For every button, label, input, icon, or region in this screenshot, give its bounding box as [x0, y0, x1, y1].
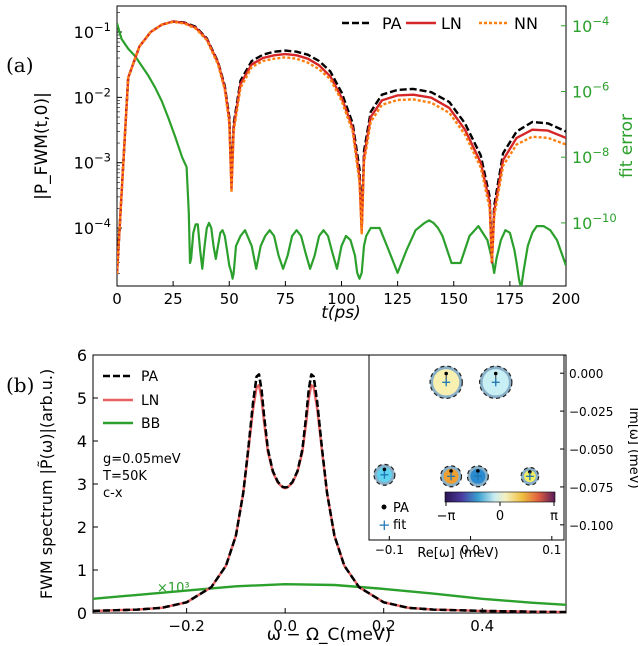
- panel-b-ytick-label: 5: [77, 389, 87, 408]
- panel-a-y2label: fit error: [617, 114, 637, 178]
- panel-a-y2tick-label: 10−6: [572, 79, 609, 101]
- panel-a-ytick-label: 10−1: [74, 20, 111, 42]
- inset-pole-outline: [479, 365, 513, 400]
- panel-b-ytick-label: 2: [77, 518, 87, 537]
- legend-b-bb-label: BB: [141, 416, 160, 432]
- colorbar-tick-label: −π: [437, 509, 456, 524]
- inset-ytick-label: 0.000: [569, 367, 603, 381]
- inset-pole-pa-marker: [449, 469, 453, 473]
- panel-a-xtick-label: 0: [112, 290, 122, 308]
- annotation-polarization: c-x: [103, 486, 123, 501]
- panel-b-xtick-label: 0.4: [470, 617, 494, 635]
- panel-a-ytick-label: 10−3: [74, 151, 111, 173]
- inset-legend-pa-label: PA: [393, 501, 409, 516]
- panel-a-series-pa: [117, 20, 566, 274]
- panel-a-xtick-label: 100: [327, 290, 356, 308]
- panel-a-xtick-label: 25: [164, 290, 183, 308]
- legend-pa-label: PA: [382, 14, 402, 33]
- panel-b: (b) −0.2 0.0 0.2 0.4 0 1 2 3 4 5 6 ω − Ω_C(meV) FW…: [6, 346, 638, 645]
- panel-a-legend: PA LN NN: [342, 14, 538, 33]
- panel-a-ytick-label: 10−4: [74, 216, 111, 238]
- panel-b-lines: [92, 373, 567, 614]
- panel-b-legend: PA LN BB: [103, 369, 160, 432]
- panel-a: (a) 0 25 50 75 100 125 150 175 200 10−4 10−3 10−2 10…: [6, 5, 637, 323]
- panel-a-y2tick-label: 10−8: [572, 145, 609, 167]
- panel-b-ytick-label: 3: [77, 475, 87, 494]
- inset-pole-outline: [373, 463, 396, 486]
- bb-scale-label: ×10³: [157, 581, 190, 596]
- inset-ytick-label: −0.100: [569, 519, 613, 533]
- annotation-temperature: T=50K: [102, 469, 147, 484]
- inset-xlabel: Re[ω] (meV): [417, 546, 498, 561]
- inset-legend-fit-marker: +: [378, 516, 391, 534]
- legend-b-ln-label: LN: [141, 393, 159, 409]
- inset-pole-outline: [466, 465, 489, 488]
- legend-ln-label: LN: [441, 14, 462, 33]
- inset-frame: [368, 354, 565, 541]
- panel-b-xtick-label: 0.0: [273, 617, 297, 635]
- inset-pole-pa-marker: [382, 467, 387, 472]
- inset-ylabel: Im[ω] (meV): [626, 407, 638, 488]
- inset-xtick-label: 0.0: [461, 543, 480, 557]
- inset-ytick-label: −0.025: [569, 405, 613, 419]
- inset-poles: [373, 365, 540, 488]
- panel-b-ytick-label: 4: [77, 432, 87, 451]
- inset-pole-pa-marker: [493, 371, 498, 376]
- panel-b-xlabel: ω − Ω_C(meV): [267, 625, 392, 645]
- inset-ytick-label: −0.075: [569, 481, 613, 495]
- panel-b-ytick-label: 1: [77, 561, 87, 580]
- panel-b-ylabel: FWM spectrum |P̃(ω)|(arb.u.): [37, 369, 56, 599]
- inset-xtick-label: 0.1: [542, 543, 561, 557]
- panel-a-ticks: 0 25 50 75 100 125 150 175 200 10−4 10−3 10−2 10−1 10…: [74, 12, 617, 308]
- inset: −0.1 0.0 0.10.000−0.025−0.050−0.075−0.100 …: [368, 354, 638, 561]
- panel-b-series-bb: [92, 583, 567, 606]
- panel-a-xtick-label: 150: [439, 290, 468, 308]
- panel-b-ticks: −0.2 0.0 0.2 0.4 0 1 2 3 4 5 6: [77, 346, 494, 635]
- panel-b-xtick-label: 0.2: [372, 617, 396, 635]
- inset-legend-fit-label: fit: [393, 518, 406, 533]
- panel-b-label: (b): [6, 373, 34, 397]
- inset-legend-pa-marker: [381, 504, 387, 510]
- inset-pole-pa-marker: [476, 469, 480, 473]
- panel-a-y2tick-label: 10−4: [572, 14, 609, 36]
- annotation-coupling: g=0.05meV: [103, 452, 181, 467]
- panel-a-y2tick-label: 10−10: [572, 211, 617, 233]
- inset-pole-outline: [429, 365, 463, 400]
- inset-pole-pa-marker: [444, 371, 448, 376]
- legend-b-pa-label: PA: [141, 369, 159, 385]
- colorbar-tick-label: 0: [496, 509, 504, 524]
- inset-xtick-label: −0.1: [375, 543, 404, 557]
- panel-a-ylabel: |P_FWM(t,0)|: [32, 92, 52, 200]
- panel-b-series-pa-overlay: [92, 373, 567, 614]
- inset-ytick-label: −0.050: [569, 443, 613, 457]
- panel-a-series-fit-error: [117, 22, 566, 286]
- panel-a-series-nn: [117, 20, 566, 274]
- panel-a-xtick-label: 175: [496, 290, 525, 308]
- panel-a-xtick-label: 75: [276, 290, 295, 308]
- panel-a-ytick-label: 10−2: [74, 85, 111, 107]
- panel-a-xtick-label: 125: [383, 290, 412, 308]
- panel-b-ytick-label: 6: [77, 346, 87, 365]
- inset-pole-pa-marker: [528, 470, 532, 474]
- panel-a-lines: [117, 20, 566, 286]
- panel-a-xtick-label: 200: [552, 290, 581, 308]
- colorbar: [444, 491, 556, 503]
- panel-b-ytick-label: 0: [77, 604, 87, 623]
- inset-ticks: −0.1 0.0 0.1 0.000 −0.025 −0.050 −0.075 −0.100: [375, 367, 614, 557]
- inset-pole-outline: [440, 465, 463, 488]
- inset-pole-outline: [520, 466, 540, 486]
- panel-a-label: (a): [6, 53, 34, 77]
- panel-a-xtick-label: 50: [220, 290, 239, 308]
- panel-b-xtick-label: −0.2: [168, 617, 204, 635]
- panel-a-series-ln: [117, 20, 566, 274]
- legend-nn-label: NN: [514, 14, 538, 33]
- colorbar-tick-label: π: [550, 509, 558, 524]
- panel-a-xlabel: t(ps): [321, 303, 361, 323]
